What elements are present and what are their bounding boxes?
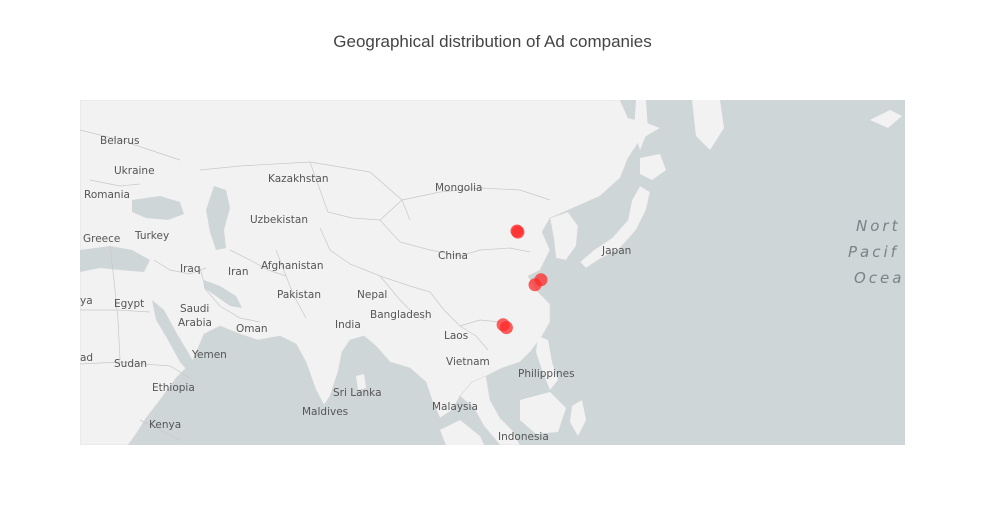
company-marker[interactable] <box>496 318 510 332</box>
water-black-sea <box>132 196 184 220</box>
label-laos: Laos <box>444 330 468 342</box>
chart-title: Geographical distribution of Ad companie… <box>333 32 652 51</box>
land-sri-lanka <box>356 374 366 390</box>
label-sudan: Sudan <box>114 358 147 370</box>
land-southeast-asia <box>459 375 521 445</box>
map-plot[interactable]: Belarus Ukraine Romania Kazakhstan Mongo… <box>80 100 905 445</box>
map-svg[interactable]: Belarus Ukraine Romania Kazakhstan Mongo… <box>80 100 905 445</box>
ocean-labels: Nort Pacif Ocea <box>848 217 904 287</box>
label-sri-lanka: Sri Lanka <box>333 387 382 399</box>
label-mongolia: Mongolia <box>435 182 483 194</box>
label-belarus: Belarus <box>100 135 139 147</box>
label-kazakhstan: Kazakhstan <box>268 173 329 185</box>
label-ethiopia: Ethiopia <box>152 382 195 394</box>
country-borders <box>80 129 551 441</box>
land-sumatra <box>440 420 484 445</box>
label-egypt: Egypt <box>114 298 144 310</box>
label-indonesia: Indonesia <box>498 431 549 443</box>
label-japan: Japan <box>601 245 631 257</box>
label-ad: ad <box>80 352 93 364</box>
land-sulawesi <box>570 400 586 436</box>
label-iran: Iran <box>228 266 249 278</box>
land-taiwan <box>536 296 544 312</box>
label-nepal: Nepal <box>357 289 387 301</box>
label-romania: Romania <box>84 189 130 201</box>
land-aleutian <box>870 110 902 128</box>
label-ya: ya <box>80 295 93 307</box>
label-bangladesh: Bangladesh <box>370 309 432 321</box>
label-yemen: Yemen <box>191 349 227 361</box>
water-red-sea <box>152 300 198 376</box>
label-turkey: Turkey <box>134 230 169 242</box>
label-ukraine: Ukraine <box>114 165 155 177</box>
water-caspian-sea <box>206 186 230 250</box>
label-india: India <box>335 319 361 331</box>
label-malaysia: Malaysia <box>432 401 478 413</box>
land-borneo <box>520 392 566 434</box>
label-iraq: Iraq <box>180 263 201 275</box>
label-kenya: Kenya <box>149 419 181 431</box>
land-sakhalin <box>634 100 648 150</box>
land-japan <box>579 185 651 269</box>
company-marker[interactable] <box>528 278 542 292</box>
label-vietnam: Vietnam <box>446 356 490 368</box>
label-greece: Greece <box>83 233 120 245</box>
label-philippines: Philippines <box>518 368 575 380</box>
water-persian-gulf <box>204 280 242 308</box>
land-hainan <box>492 330 504 342</box>
label-maldives: Maldives <box>302 406 348 418</box>
water-mediterranean <box>80 246 150 272</box>
land-korea <box>549 211 579 261</box>
label-saudi: Saudi <box>180 303 209 315</box>
marker-layer[interactable] <box>496 224 548 335</box>
water-arabian-sea <box>200 336 330 445</box>
land-hokkaido <box>640 154 666 180</box>
company-marker[interactable] <box>511 225 525 239</box>
label-pakistan: Pakistan <box>277 289 321 301</box>
label-uzbekistan: Uzbekistan <box>250 214 308 226</box>
water-bay-of-bengal <box>330 336 472 445</box>
ocean-label-3: Ocea <box>854 269 904 287</box>
land-philippines <box>536 336 558 390</box>
label-oman: Oman <box>236 323 268 335</box>
label-arabia: Arabia <box>178 317 212 329</box>
ocean-label-2: Pacif <box>848 243 899 261</box>
ocean-label-1: Nort <box>856 217 900 235</box>
label-afghanistan: Afghanistan <box>261 260 324 272</box>
country-labels: Belarus Ukraine Romania Kazakhstan Mongo… <box>80 135 631 443</box>
label-china: China <box>438 250 468 262</box>
land-kamchatka <box>692 100 724 150</box>
